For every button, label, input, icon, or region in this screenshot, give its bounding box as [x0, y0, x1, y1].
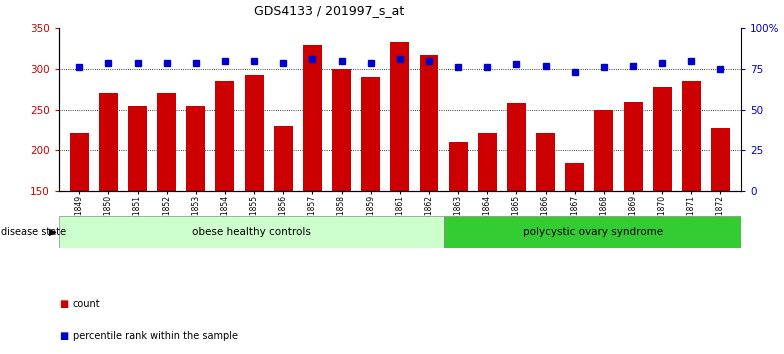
Bar	[594, 110, 613, 191]
Bar	[59, 216, 445, 248]
Bar	[274, 126, 292, 191]
Bar	[507, 103, 526, 191]
Bar	[682, 81, 701, 191]
Bar	[390, 42, 409, 191]
Bar	[419, 55, 438, 191]
Bar	[445, 216, 741, 248]
Bar	[448, 142, 467, 191]
Bar	[536, 132, 555, 191]
Bar	[157, 93, 176, 191]
Bar	[99, 93, 118, 191]
Bar	[187, 105, 205, 191]
Bar	[477, 132, 497, 191]
Bar	[128, 105, 147, 191]
Bar	[361, 77, 380, 191]
Text: percentile rank within the sample: percentile rank within the sample	[73, 331, 238, 341]
Text: ■: ■	[59, 299, 68, 309]
Text: obese healthy controls: obese healthy controls	[192, 227, 311, 237]
Bar	[623, 102, 643, 191]
Text: GDS4133 / 201997_s_at: GDS4133 / 201997_s_at	[254, 4, 405, 17]
Bar	[711, 128, 730, 191]
Bar	[332, 69, 351, 191]
Text: ▶: ▶	[49, 227, 57, 237]
Bar	[303, 45, 322, 191]
Text: polycystic ovary syndrome: polycystic ovary syndrome	[523, 227, 662, 237]
Bar	[70, 132, 89, 191]
Bar	[653, 87, 672, 191]
Bar	[216, 81, 234, 191]
Text: ■: ■	[59, 331, 68, 341]
Text: count: count	[73, 299, 100, 309]
Bar	[245, 75, 263, 191]
Bar	[565, 162, 584, 191]
Text: disease state: disease state	[1, 227, 66, 237]
